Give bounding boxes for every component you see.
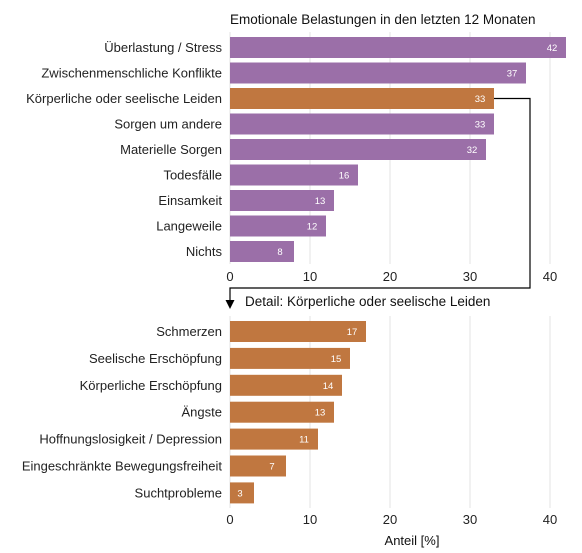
detail-bar-eingeschraenkte-bewegungsfreiheit [230,455,286,477]
detail-bar-seelische-erschoepfung [230,347,350,369]
main-category-label-langeweile: Langeweile [156,219,222,234]
main-category-label-ueberlastung-stress: Überlastung / Stress [104,40,222,55]
detail-value-label-seelische-erschoepfung: 15 [331,354,342,365]
main-category-label-materielle-sorgen: Materielle Sorgen [120,142,222,157]
detail-connector-arrow-line [229,97,531,302]
detail-category-label-suchtprobleme: Suchtprobleme [135,485,222,500]
main-category-label-zwischenmenschliche-konflikte: Zwischenmenschliche Konflikte [41,66,222,81]
main-chart-x-ticks: 0 10 20 30 40 [226,269,557,284]
detail-bar-koerperliche-erschoepfung [230,374,342,396]
detail-category-label-seelische-erschoepfung: Seelische Erschöpfung [89,351,222,366]
main-chart-title: Emotionale Belastungen in den letzten 12… [230,12,535,27]
main-bar-nichts [230,241,294,262]
main-bar-materielle-sorgen [230,139,486,160]
detail-bar-aengste [230,401,334,423]
main-category-label-todesfaelle: Todesfälle [163,168,222,183]
detail-chart-bars: Schmerzen 17 Seelische Erschöpfung 15 Körper… [22,321,366,504]
main-value-label-einsamkeit: 13 [315,196,326,207]
detail-x-tick-20: 20 [383,512,397,527]
detail-category-label-eingeschraenkte-bewegungsfreiheit: Eingeschränkte Bewegungsfreiheit [22,459,223,474]
detail-connector-arrowhead-icon [225,300,235,309]
detail-x-tick-0: 0 [226,512,233,527]
main-category-label-nichts: Nichts [186,244,223,259]
main-bar-todesfaelle [230,164,358,186]
detail-bar-schmerzen [230,321,366,342]
main-value-label-todesfaelle: 16 [339,171,350,182]
detail-value-label-aengste: 13 [315,408,326,419]
main-x-tick-30: 30 [463,269,477,284]
detail-category-label-aengste: Ängste [182,405,222,420]
detail-category-label-schmerzen: Schmerzen [156,324,222,339]
detail-chart-panel: Detail: Körperliche oder seelische Leide… [22,294,557,548]
main-bar-einsamkeit [230,190,334,211]
detail-chart-title: Detail: Körperliche oder seelische Leide… [245,294,490,309]
main-bar-zwischenmenschliche-konflikte [230,62,526,84]
main-bar-koerperliche-oder-seelische-leiden [230,88,494,109]
main-value-label-zwischenmenschliche-konflikte: 37 [507,69,518,80]
main-bar-langeweile [230,215,326,237]
detail-x-tick-40: 40 [543,512,557,527]
detail-value-label-hoffnungslosigkeit-depression: 11 [299,435,309,446]
main-chart-bars: Überlastung / Stress 42 Zwischenmenschlich… [26,37,566,262]
detail-x-tick-10: 10 [303,512,317,527]
detail-bar-suchtprobleme [230,482,254,504]
main-bar-ueberlastung-stress [230,37,566,58]
detail-category-label-koerperliche-erschoepfung: Körperliche Erschöpfung [80,378,222,393]
main-bar-sorgen-um-andere [230,113,494,135]
detail-value-label-schmerzen: 17 [347,327,358,338]
detail-value-label-suchtprobleme: 3 [237,488,242,499]
main-value-label-materielle-sorgen: 32 [467,145,478,156]
detail-value-label-eingeschraenkte-bewegungsfreiheit: 7 [269,462,274,473]
detail-chart-x-ticks: 0 10 20 30 40 [226,512,557,527]
detail-value-label-koerperliche-erschoepfung: 14 [323,381,334,392]
main-x-tick-0: 0 [226,269,233,284]
detail-bar-hoffnungslosigkeit-depression [230,428,318,450]
main-value-label-ueberlastung-stress: 42 [547,43,558,54]
detail-x-tick-30: 30 [463,512,477,527]
main-value-label-langeweile: 12 [307,222,318,233]
main-value-label-koerperliche-oder-seelische-leiden: 33 [475,94,486,105]
main-x-tick-40: 40 [543,269,557,284]
main-value-label-sorgen-um-andere: 33 [475,120,486,131]
main-chart-panel: Emotionale Belastungen in den letzten 12… [26,12,566,284]
main-x-tick-10: 10 [303,269,317,284]
main-category-label-sorgen-um-andere: Sorgen um andere [114,117,222,132]
detail-chart-x-axis-label: Anteil [%] [385,533,440,548]
main-category-label-einsamkeit: Einsamkeit [158,193,222,208]
detail-category-label-hoffnungslosigkeit-depression: Hoffnungslosigkeit / Depression [39,432,222,447]
main-category-label-koerperliche-oder-seelische-leiden: Körperliche oder seelische Leiden [26,91,222,106]
main-value-label-nichts: 8 [277,247,282,258]
main-x-tick-20: 20 [383,269,397,284]
